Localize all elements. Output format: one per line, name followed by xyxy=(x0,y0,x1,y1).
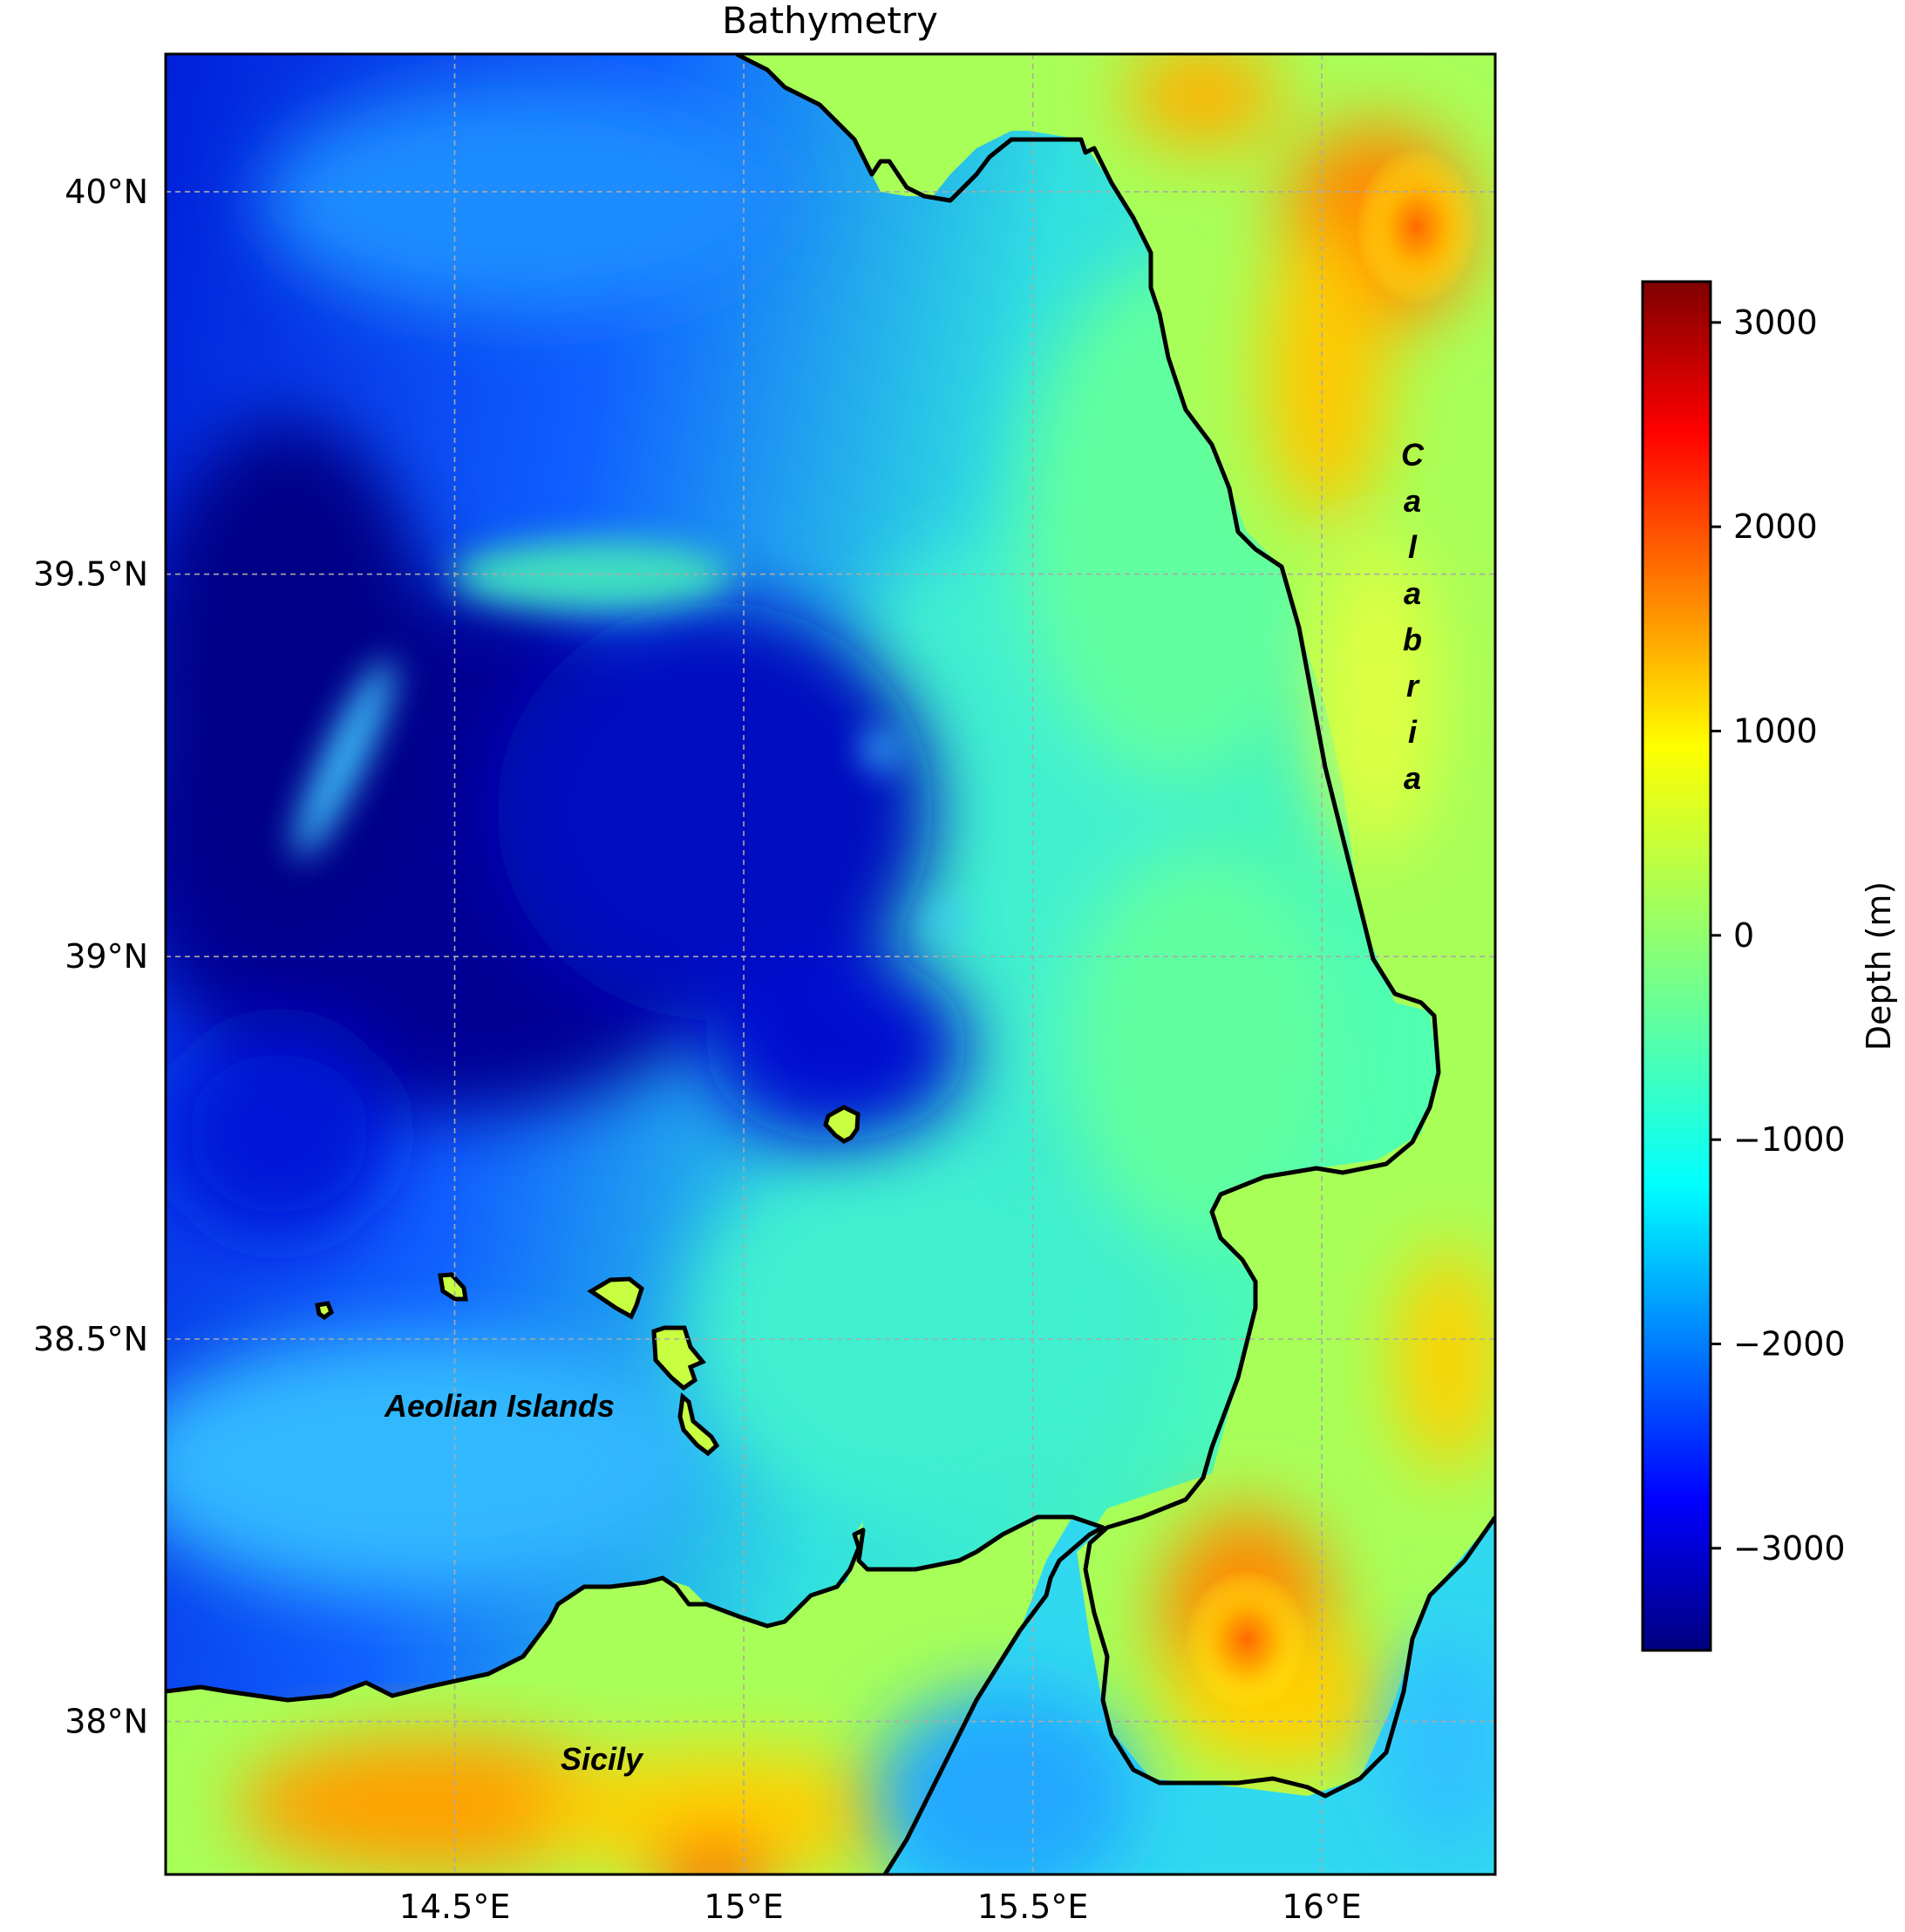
coastline xyxy=(166,54,1495,1874)
calabria-letter: b xyxy=(1403,622,1422,657)
island-salina xyxy=(587,1276,644,1320)
label-aeolian-islands: Aeolian Islands xyxy=(384,1388,615,1424)
coastline-sicily xyxy=(166,1514,1106,1874)
lon-tick-label: 15°E xyxy=(704,1888,783,1926)
colorbar: 3000 2000 1000 0 −1000 −2000 −3000 Depth (m) xyxy=(1641,280,1898,1652)
calabria-letter: a xyxy=(1404,483,1421,519)
colorbar-tick-label: −3000 xyxy=(1733,1529,1846,1568)
lat-tick-label: 40°N xyxy=(65,173,148,211)
calabria-letter: l xyxy=(1408,529,1418,565)
colorbar-tick-label: 0 xyxy=(1733,916,1754,955)
colorbar-tick-label: 2000 xyxy=(1733,507,1818,546)
calabria-letter: a xyxy=(1404,575,1421,611)
calabria-letter: a xyxy=(1404,760,1421,796)
colorbar-tick-label: 3000 xyxy=(1733,303,1818,342)
longitude-axis: 14.5°E 15°E 15.5°E 16°E xyxy=(399,1888,1362,1926)
island-alicudi xyxy=(315,1301,335,1321)
colorbar-label: Depth (m) xyxy=(1860,881,1898,1051)
colorbar-tick-label: −1000 xyxy=(1733,1120,1846,1159)
island-stromboli xyxy=(823,1105,861,1144)
calabria-letter: i xyxy=(1408,714,1418,750)
label-calabria: C a l a b r i a xyxy=(1401,437,1425,796)
lat-tick-label: 39°N xyxy=(65,937,148,976)
colorbar-tick-label: 1000 xyxy=(1733,712,1818,751)
map-title: Bathymetry xyxy=(722,0,938,42)
calabria-letter: C xyxy=(1401,437,1425,473)
gridlines xyxy=(166,54,1495,1874)
map-area: Aeolian Islands Sicily C a l a b r i a xyxy=(166,54,1495,1874)
lat-tick-label: 38°N xyxy=(65,1703,148,1741)
coastline-calabria xyxy=(735,54,1495,1799)
lat-tick-label: 39.5°N xyxy=(33,555,148,594)
latitude-axis: 40°N 39.5°N 39°N 38.5°N 38°N xyxy=(33,173,148,1741)
colorbar-ticks: 3000 2000 1000 0 −1000 −2000 −3000 xyxy=(1711,303,1846,1568)
island-filicudi xyxy=(438,1272,468,1302)
colorbar-gradient xyxy=(1641,280,1712,1652)
lon-tick-label: 15.5°E xyxy=(977,1888,1089,1926)
aeolian-islands xyxy=(315,1105,861,1457)
lat-tick-label: 38.5°N xyxy=(33,1320,148,1358)
island-vulcano xyxy=(677,1392,720,1457)
map-frame xyxy=(164,52,1497,1876)
island-lipari xyxy=(651,1325,707,1391)
lon-tick-label: 16°E xyxy=(1282,1888,1361,1926)
lon-tick-label: 14.5°E xyxy=(399,1888,511,1926)
colorbar-tick-label: −2000 xyxy=(1733,1325,1846,1364)
label-sicily: Sicily xyxy=(561,1741,644,1777)
calabria-letter: r xyxy=(1406,668,1420,704)
